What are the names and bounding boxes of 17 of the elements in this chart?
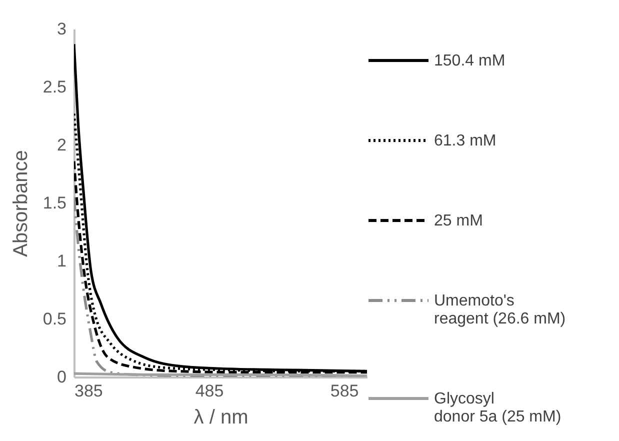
legend-label: 25 mM: [434, 212, 483, 230]
x-tick-label: 585: [330, 382, 359, 400]
x-axis-title: λ / nm: [194, 406, 248, 428]
y-axis-title: Absorbance: [10, 150, 32, 257]
legend-label: 150.4 mM: [434, 52, 506, 70]
legend-label: Glycosyl donor 5a (25 mM): [434, 390, 562, 426]
y-tick-label: 0.5: [42, 310, 66, 328]
x-tick-label: 385: [74, 382, 103, 400]
y-tick-label: 3: [57, 20, 66, 38]
legend-label: Umemoto's reagent (26.6 mM): [434, 292, 566, 328]
y-tick-label: 1.5: [42, 194, 66, 212]
y-tick-label: 2: [57, 136, 66, 154]
y-tick-label: 2.5: [42, 78, 66, 96]
y-tick-label: 0: [57, 368, 66, 386]
x-tick-label: 485: [195, 382, 224, 400]
y-tick-label: 1: [57, 252, 66, 270]
legend-label: 61.3 mM: [434, 132, 496, 150]
